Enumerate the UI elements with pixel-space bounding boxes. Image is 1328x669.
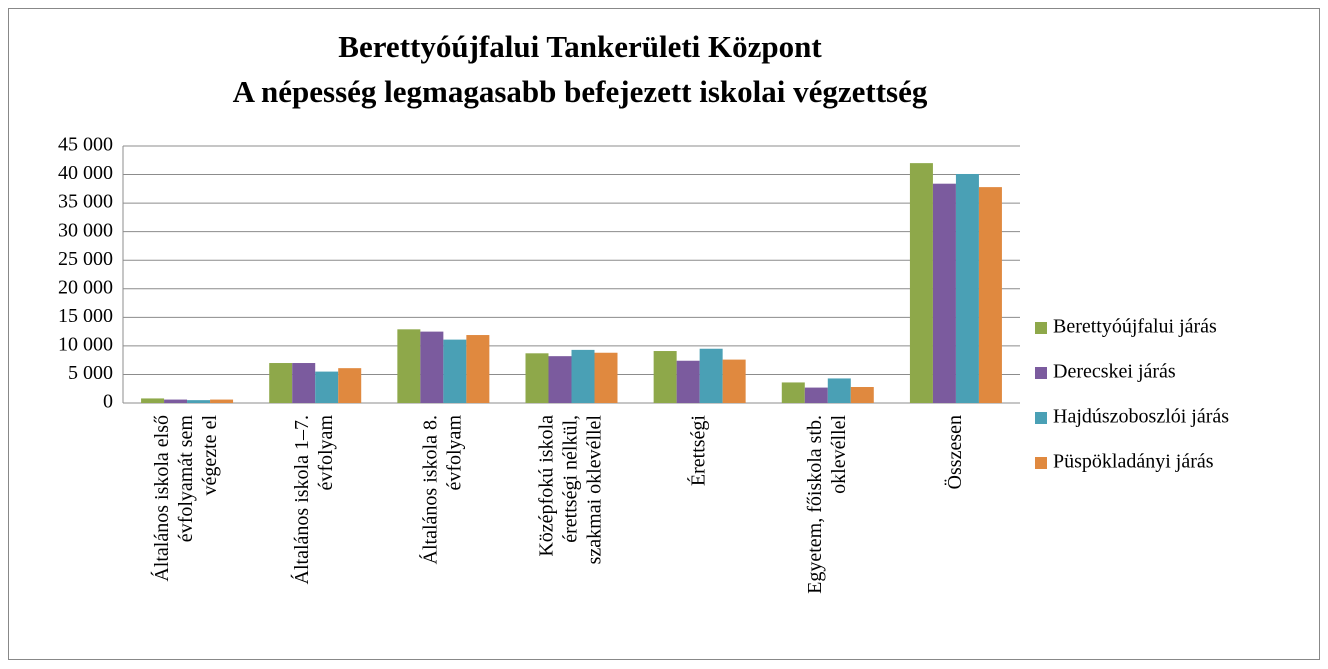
bar: [187, 400, 211, 403]
y-tick-label: 30 000: [58, 219, 113, 241]
bar: [571, 349, 595, 403]
y-tick-label: 40 000: [58, 162, 113, 184]
bar: [781, 382, 805, 403]
x-tick-label: Középfokú iskola érettségi nélkül, szakmai…: [535, 415, 605, 565]
legend-label: Püspökladányi járás: [1053, 451, 1214, 473]
bar: [653, 351, 677, 403]
bar: [676, 360, 700, 403]
bar: [210, 399, 234, 403]
x-tick-label: Összesen: [943, 415, 966, 489]
bar: [397, 329, 421, 403]
y-tick-label: 45 000: [58, 134, 113, 156]
legend-swatch: [1035, 322, 1047, 334]
bar: [722, 359, 746, 403]
chart-title: A népesség legmagasabb befejezett iskola…: [233, 74, 928, 109]
y-tick-label: 5 000: [68, 362, 113, 384]
x-tick-label: Általános iskola 1–7. évfolyam: [290, 415, 337, 585]
bar: [164, 399, 188, 403]
bar: [955, 173, 979, 403]
bar: [850, 387, 874, 403]
bar: [292, 363, 316, 403]
bar: [466, 335, 490, 403]
legend-label: Berettyóújfalui járás: [1053, 316, 1217, 338]
bar: [141, 398, 165, 403]
bar: [594, 352, 618, 403]
chart-title: Berettyóújfalui Tankerületi Központ: [338, 29, 822, 64]
bar: [338, 368, 362, 403]
y-tick-label: 20 000: [58, 276, 113, 298]
bar: [699, 348, 723, 403]
legend-swatch: [1035, 412, 1047, 424]
bar: [525, 353, 549, 403]
legend-label: Hajdúszoboszlói járás: [1053, 406, 1229, 428]
y-tick-label: 25 000: [58, 248, 113, 270]
y-tick-label: 0: [103, 391, 113, 413]
bar: [420, 331, 444, 403]
y-tick-label: 35 000: [58, 191, 113, 213]
chart-border: [8, 8, 1320, 660]
legend-swatch: [1035, 457, 1047, 469]
bar: [804, 387, 828, 403]
y-tick-label: 10 000: [58, 333, 113, 355]
bar: [909, 163, 933, 403]
bar: [443, 339, 467, 403]
x-tick-label: Érettségi: [686, 415, 709, 487]
bar: [548, 356, 572, 403]
x-tick-label: Általános iskola első évfolyamát sem végez…: [150, 415, 221, 582]
y-tick-label: 15 000: [58, 305, 113, 327]
bar: [827, 378, 851, 403]
x-tick-label: Általános iskola 8. évfolyam: [418, 415, 465, 565]
legend-label: Derecskei járás: [1053, 361, 1176, 383]
bar: [978, 187, 1002, 403]
x-tick-label: Egyetem, főiskola stb. oklevéllel: [803, 415, 849, 594]
bar: [269, 363, 293, 403]
bar: [932, 183, 956, 403]
bar: [315, 371, 339, 403]
legend-swatch: [1035, 367, 1047, 379]
